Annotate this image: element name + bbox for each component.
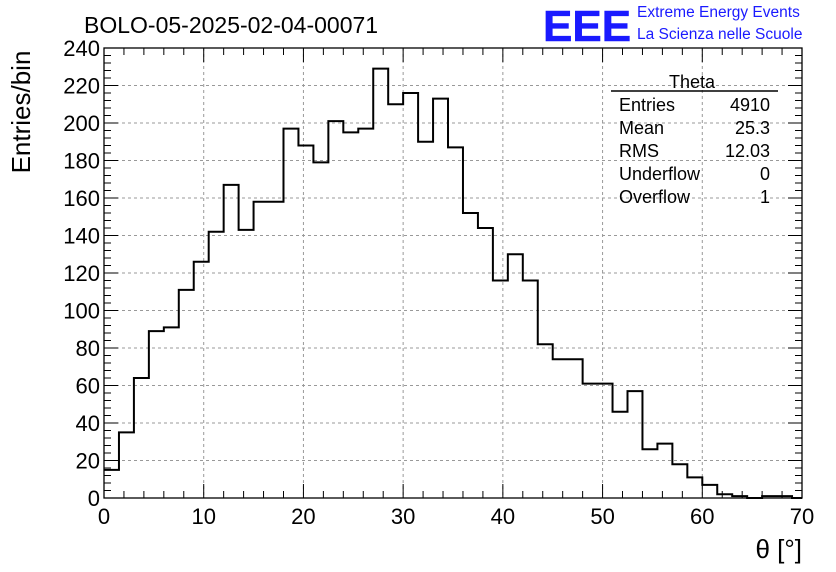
stats-label: Mean: [619, 118, 664, 138]
stats-box: Theta Entries 4910 Mean 25.3 RMS 12.03 Underfl…: [611, 72, 778, 207]
stats-value: 1: [760, 187, 770, 207]
y-tick-label: 160: [63, 186, 100, 211]
y-tick-label: 0: [88, 486, 100, 511]
x-tick-label: 10: [191, 504, 215, 529]
logo-line-1: Extreme Energy Events: [637, 4, 800, 21]
y-tick-label: 20: [76, 449, 100, 474]
stats-value: 0: [760, 164, 770, 184]
stats-label: Entries: [619, 95, 675, 115]
x-tick-label: 0: [98, 504, 110, 529]
y-tick-label: 80: [76, 336, 100, 361]
grid: [104, 48, 802, 498]
logo: EEE Extreme Energy Events La Scienza nel…: [543, 2, 803, 52]
x-tick-label: 70: [790, 504, 814, 529]
eee-logo-mark: EEE: [543, 2, 631, 51]
x-tick-label: 60: [690, 504, 714, 529]
axis-ticks: [103, 47, 803, 499]
x-tick-label: 20: [291, 504, 315, 529]
stats-value: 4910: [730, 95, 770, 115]
y-tick-label: 120: [63, 261, 100, 286]
y-tick-label: 200: [63, 111, 100, 136]
x-tick-label: 50: [590, 504, 614, 529]
logo-line-2: La Scienza nelle Scuole: [637, 26, 802, 43]
histogram-series: [104, 67, 802, 499]
x-tick-label: 30: [391, 504, 415, 529]
y-tick-label: 180: [63, 149, 100, 174]
x-axis-label: θ [°]: [755, 534, 802, 564]
chart-title: BOLO-05-2025-02-04-00071: [84, 12, 378, 38]
stats-value: 12.03: [725, 141, 770, 161]
stats-value: 25.3: [735, 118, 770, 138]
plot-frame: [103, 47, 803, 499]
stats-label: Underflow: [619, 164, 701, 184]
stats-label: Overflow: [619, 187, 691, 207]
y-tick-label: 140: [63, 224, 100, 249]
x-tick-label: 40: [491, 504, 515, 529]
y-tick-label: 240: [63, 36, 100, 61]
y-tick-label: 60: [76, 374, 100, 399]
y-axis-label: Entries/bin: [6, 51, 36, 174]
x-tick-labels: 0 10 20 30 40 50 60 70: [98, 504, 814, 529]
y-tick-label: 220: [63, 74, 100, 99]
y-tick-label: 100: [63, 299, 100, 324]
stats-rows: Entries 4910 Mean 25.3 RMS 12.03 Underflow 0 Ove…: [619, 95, 770, 207]
stats-title: Theta: [669, 72, 716, 92]
y-tick-label: 40: [76, 411, 100, 436]
stats-label: RMS: [619, 141, 659, 161]
y-tick-labels: 0 20 40 60 80 100 120 140 160 180 200 220 240: [63, 36, 100, 511]
